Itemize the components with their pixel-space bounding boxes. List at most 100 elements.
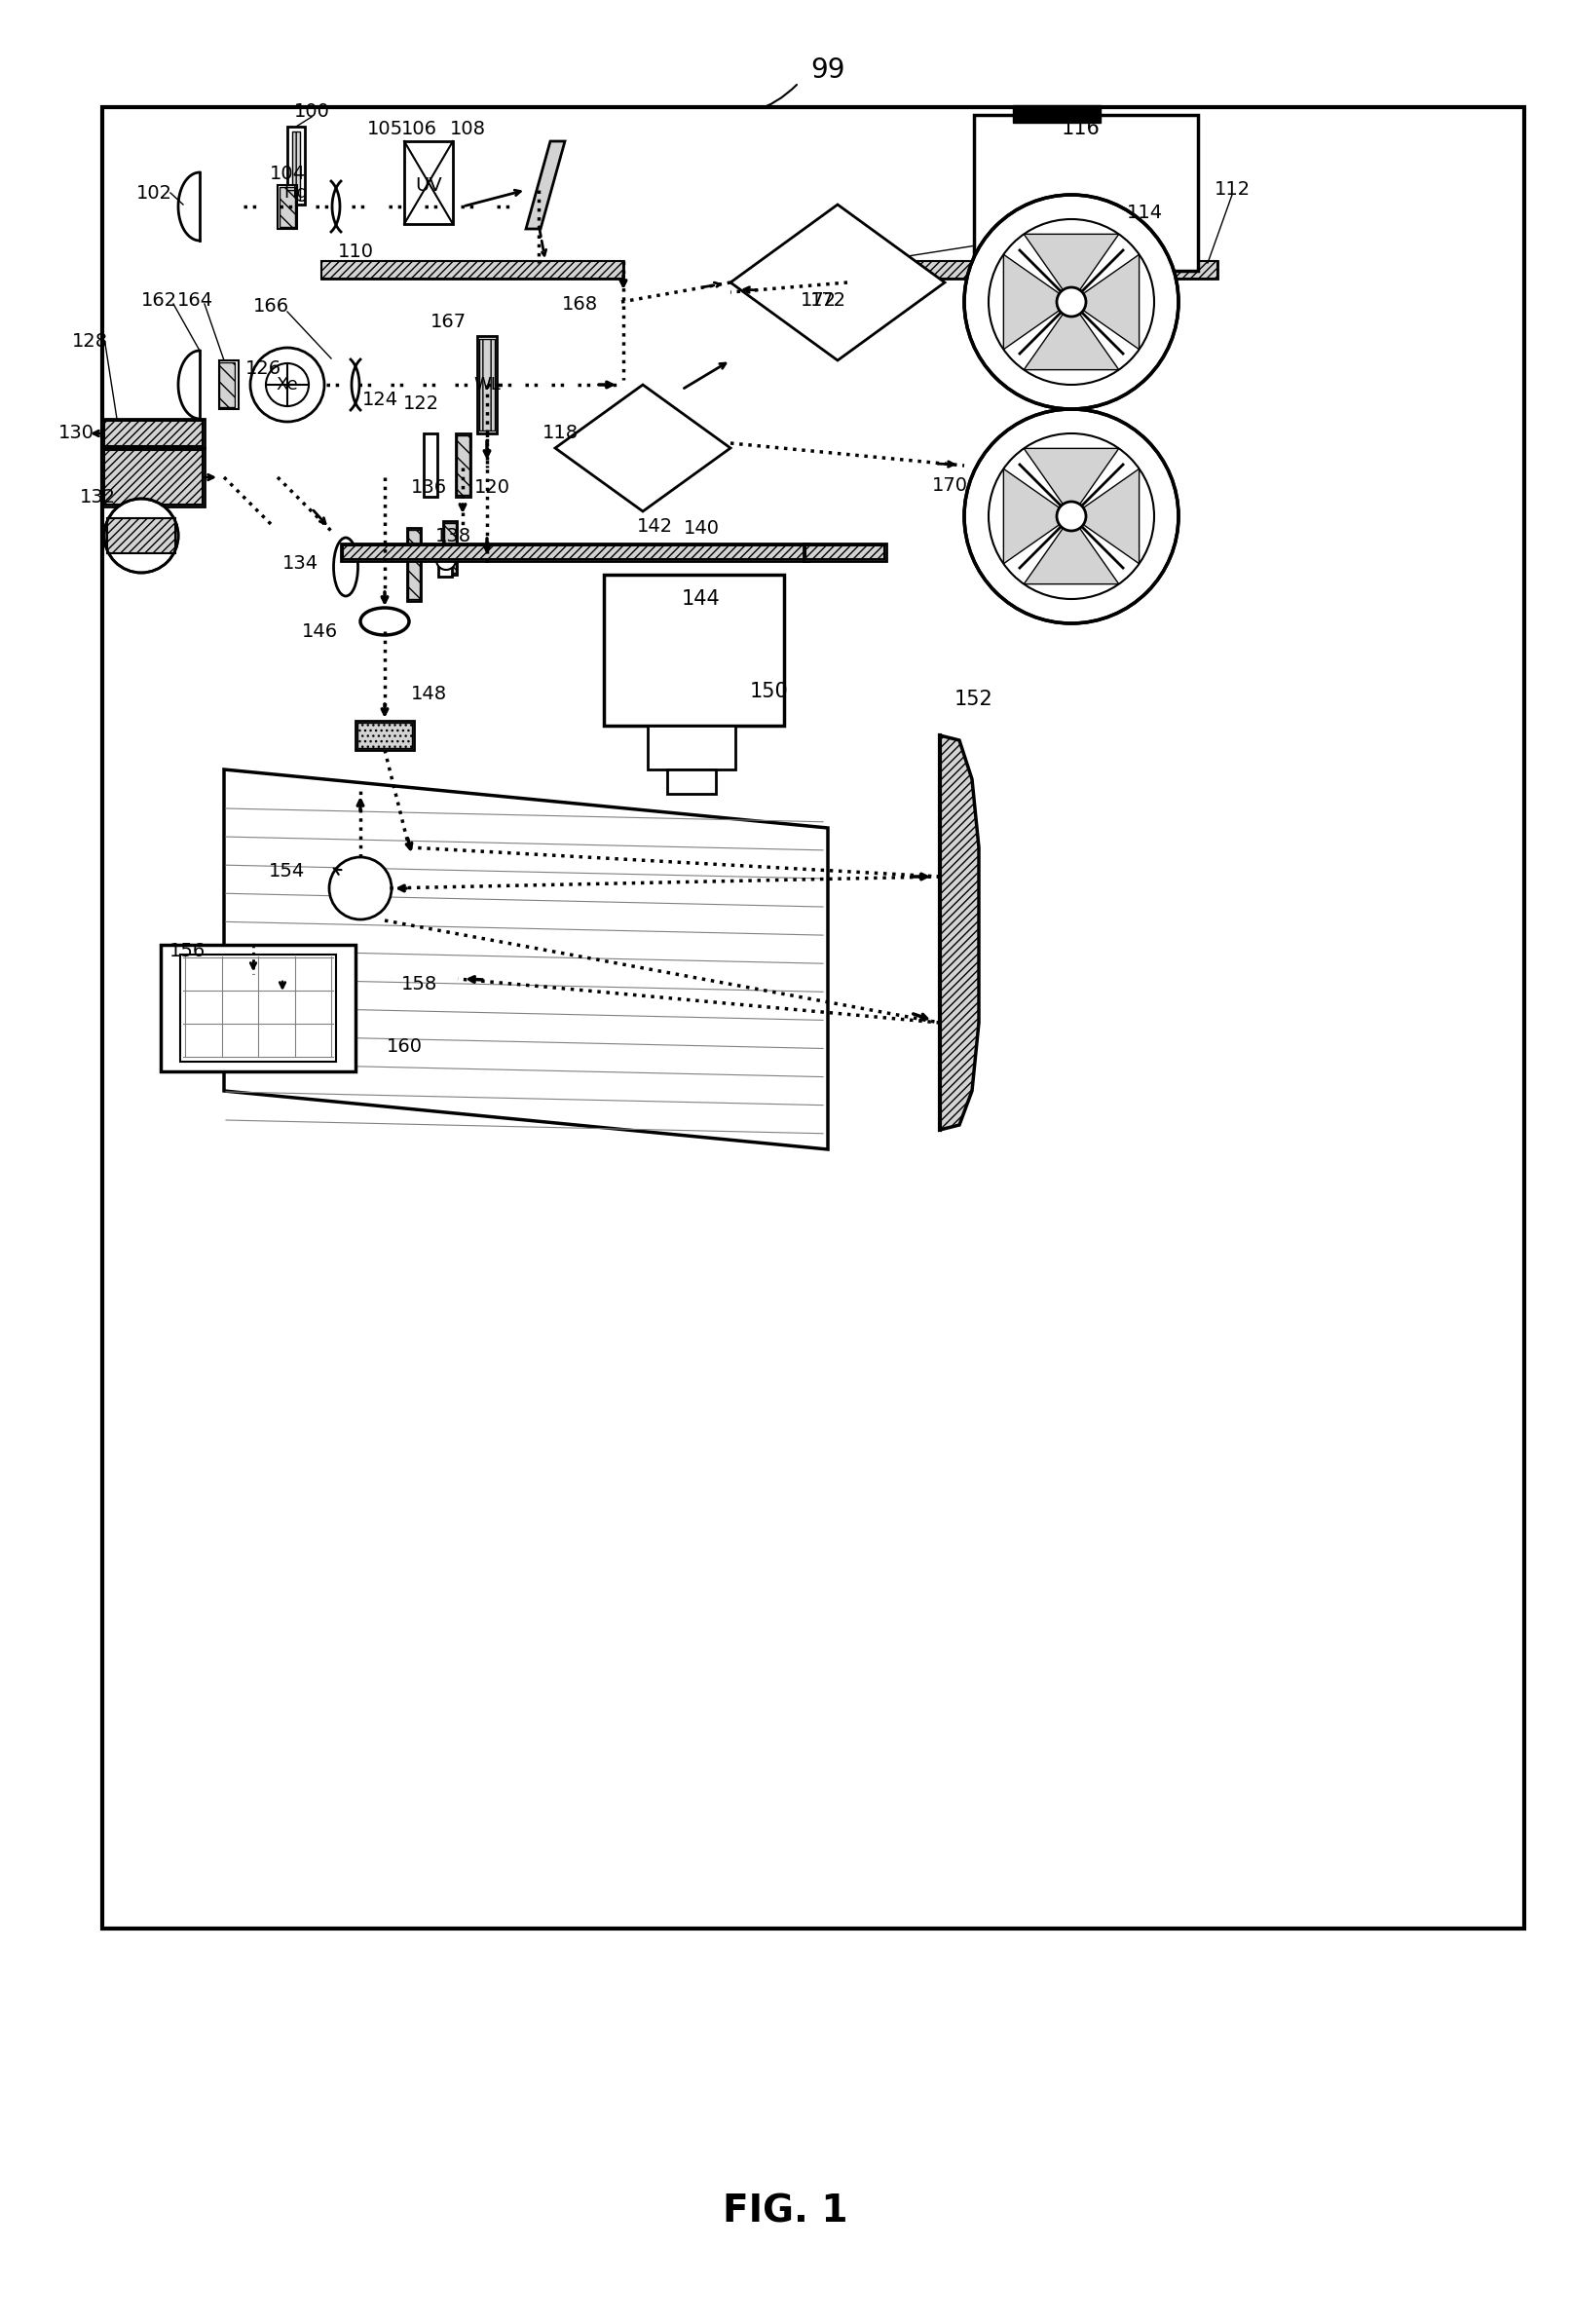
Circle shape [965,409,1178,623]
Bar [456,435,470,497]
Polygon shape [1071,253,1139,349]
Bar [877,260,1218,279]
Text: 144: 144 [682,590,721,609]
Text: 99: 99 [811,56,845,84]
Bar [278,186,297,228]
Text: FIG. 1: FIG. 1 [723,2192,848,2229]
Text: 100: 100 [294,102,330,121]
FancyArrowPatch shape [705,84,796,114]
Bar [668,769,716,795]
Text: 106: 106 [401,119,437,137]
Text: 167: 167 [430,311,467,330]
Polygon shape [1004,469,1071,565]
Circle shape [965,195,1178,409]
Ellipse shape [360,609,408,634]
Bar [1013,105,1101,123]
Bar [160,946,355,1071]
Circle shape [1057,288,1086,316]
Text: 134: 134 [281,553,317,572]
Bar [424,435,437,497]
Polygon shape [1024,449,1119,516]
Text: 116: 116 [1062,119,1101,139]
Bar [292,132,300,200]
Bar [479,339,495,430]
Text: 168: 168 [561,295,597,314]
Bar [443,521,457,574]
Text: 172: 172 [800,290,836,309]
Polygon shape [1024,302,1119,370]
Circle shape [265,363,309,407]
Polygon shape [1024,516,1119,583]
Text: 142: 142 [636,516,672,535]
Polygon shape [526,142,566,228]
Text: 170: 170 [932,476,968,495]
Polygon shape [731,205,944,360]
Bar [803,544,886,560]
Text: WL: WL [473,376,501,393]
Bar [102,107,1524,1929]
Circle shape [437,551,456,569]
Bar [647,725,735,769]
Bar [877,260,1218,279]
Text: 152: 152 [955,690,993,709]
Circle shape [250,349,324,421]
Bar [478,337,496,435]
Bar [407,528,421,602]
Circle shape [104,500,178,572]
Bar [408,530,419,600]
Text: 130: 130 [58,425,94,442]
Polygon shape [1071,469,1139,565]
Bar [457,435,470,495]
Bar [102,418,204,449]
Text: 158: 158 [401,974,437,992]
Circle shape [988,218,1155,386]
Text: 164: 164 [176,290,214,309]
Text: 104: 104 [269,165,305,184]
Circle shape [1057,502,1086,530]
Polygon shape [555,386,731,511]
Bar [104,451,203,504]
Polygon shape [225,769,828,1150]
Text: 102: 102 [135,184,171,202]
Text: Hg: Hg [284,184,308,202]
Bar [438,548,452,576]
Text: 160: 160 [386,1039,423,1057]
Circle shape [330,858,391,920]
Text: 162: 162 [141,290,178,309]
Bar [355,720,413,751]
Bar [358,723,412,748]
Text: 124: 124 [361,390,397,409]
Bar [806,546,884,560]
Text: 110: 110 [338,242,374,260]
Bar [218,360,239,409]
Bar [181,955,336,1062]
Text: 140: 140 [683,521,720,539]
Bar [102,449,204,507]
Text: 156: 156 [168,941,206,960]
Bar [341,544,809,560]
Text: 122: 122 [402,395,438,414]
Text: 150: 150 [749,681,789,702]
Bar [404,142,452,223]
Text: UV: UV [415,177,441,195]
Text: 114: 114 [1126,202,1163,221]
Text: 108: 108 [449,119,485,137]
Text: 154: 154 [269,862,305,881]
Text: 172: 172 [809,290,845,309]
Text: 132: 132 [79,488,116,507]
Text: 136: 136 [410,479,446,497]
Text: 148: 148 [410,683,446,702]
Bar [603,574,784,725]
Text: 146: 146 [302,623,338,641]
Bar [107,518,176,553]
Bar [322,260,624,279]
Circle shape [988,435,1155,600]
Text: Xe: Xe [276,376,298,393]
Polygon shape [939,734,979,1129]
Ellipse shape [333,537,358,595]
Bar [322,260,624,279]
Bar [445,523,456,572]
Text: 138: 138 [435,528,471,544]
Text: 112: 112 [1214,181,1251,200]
Bar [287,125,305,205]
